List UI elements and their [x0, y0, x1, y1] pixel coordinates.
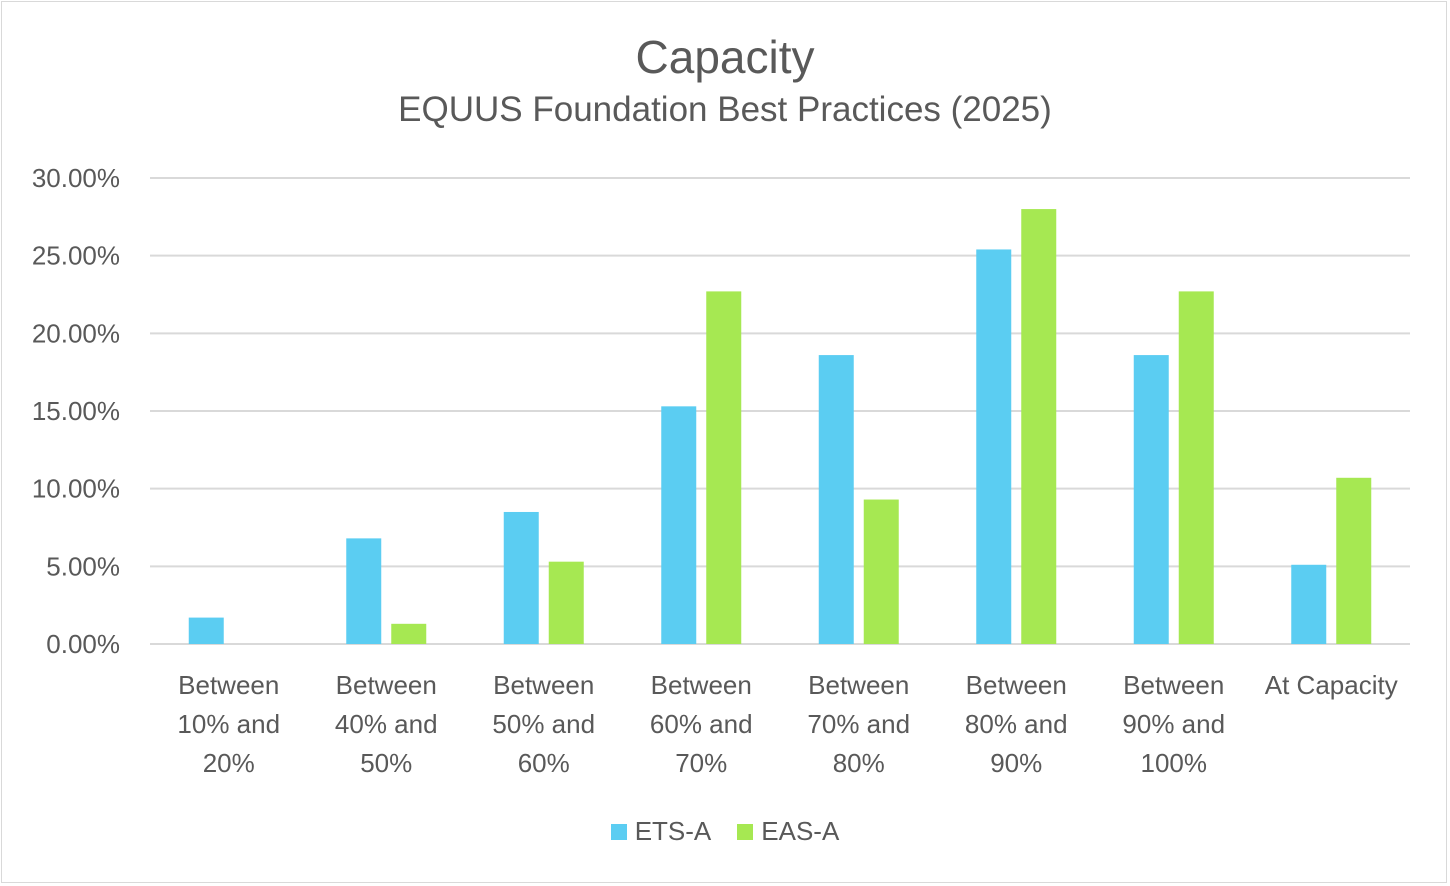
- legend-swatch: [610, 823, 627, 840]
- bar-ets-a: [818, 355, 854, 644]
- bar-ets-a: [1291, 564, 1327, 644]
- legend-swatch: [737, 823, 754, 840]
- x-tick-label: Between 10% and 20%: [177, 670, 281, 778]
- bar-ets-a: [503, 511, 539, 644]
- y-tick-label: 5.00%: [46, 551, 120, 581]
- chart-title: Capacity: [635, 31, 815, 83]
- legend: ETS-A EAS-A: [0, 816, 1450, 847]
- y-tick-label: 10.00%: [32, 474, 120, 504]
- bar-eas-a: [1178, 291, 1214, 644]
- legend-label: EAS-A: [761, 816, 840, 846]
- chart-subtitle: EQUUS Foundation Best Practices (2025): [398, 90, 1052, 129]
- x-tick-label: Between 70% and 80%: [807, 670, 911, 778]
- x-tick-label: Between 40% and 50%: [334, 670, 438, 778]
- bar-eas-a: [1021, 209, 1057, 645]
- x-tick-label: Between 60% and 70%: [649, 670, 753, 778]
- y-tick-label: 20.00%: [32, 318, 120, 348]
- bar-ets-a: [1133, 355, 1169, 644]
- y-tick-label: 15.00%: [32, 396, 120, 426]
- bar-eas-a: [863, 499, 899, 644]
- y-tick-label: 0.00%: [46, 629, 120, 659]
- bar-eas-a: [706, 291, 742, 644]
- y-tick-label: 25.00%: [32, 241, 120, 271]
- bar-ets-a: [976, 249, 1012, 644]
- bar-ets-a: [661, 406, 697, 644]
- bar-eas-a: [548, 561, 584, 644]
- x-tick-label: Between 80% and 90%: [964, 670, 1068, 778]
- y-tick-label: 30.00%: [32, 163, 120, 193]
- legend-label: ETS-A: [634, 816, 712, 846]
- bar-ets-a: [346, 538, 382, 644]
- bar-eas-a: [1336, 477, 1372, 644]
- x-tick-label: Between 90% and 100%: [1122, 670, 1226, 778]
- bar-ets-a: [188, 617, 224, 644]
- bar-eas-a: [391, 623, 427, 644]
- legend-item: EAS-A: [737, 816, 839, 847]
- legend-item: ETS-A: [610, 816, 712, 847]
- x-tick-label: At Capacity: [1264, 670, 1398, 700]
- x-tick-label: Between 50% and 60%: [492, 670, 596, 778]
